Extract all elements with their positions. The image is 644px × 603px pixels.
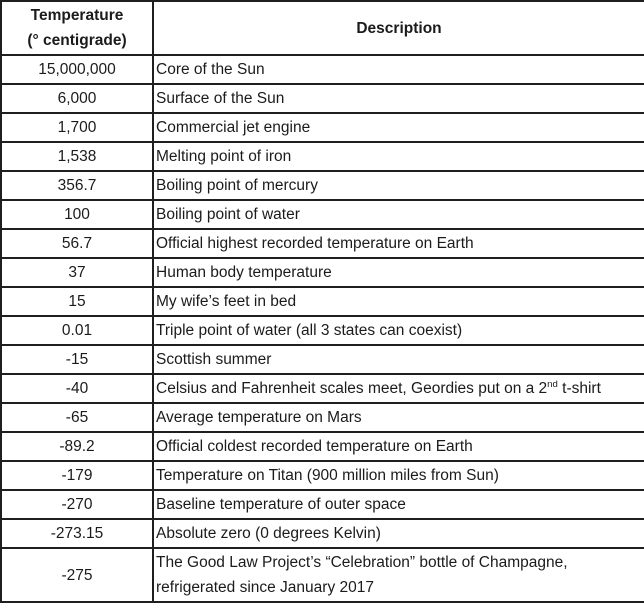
temperature-cell: 15 [0, 286, 154, 317]
table-row: 1,538 Melting point of iron [0, 141, 644, 172]
temperature-column-header: Temperature (° centigrade) [0, 0, 154, 56]
table-row: 356.7 Boiling point of mercury [0, 170, 644, 201]
temperature-cell: 0.01 [0, 315, 154, 346]
table-row: -15 Scottish summer [0, 344, 644, 375]
table-row: 100 Boiling point of water [0, 199, 644, 230]
temperature-header-line2: (° centigrade) [27, 32, 127, 49]
table-row: -65 Average temperature on Mars [0, 402, 644, 433]
table-row: 15,000,000 Core of the Sun [0, 54, 644, 85]
table-row: -275 The Good Law Project’s “Celebration… [0, 547, 644, 603]
description-cell: Commercial jet engine [152, 112, 644, 143]
description-cell: Average temperature on Mars [152, 402, 644, 433]
temperature-cell: -40 [0, 373, 154, 404]
temperature-cell: 6,000 [0, 83, 154, 114]
temperature-cell: 1,538 [0, 141, 154, 172]
table-row: -89.2 Official coldest recorded temperat… [0, 431, 644, 462]
description-cell: Official highest recorded temperature on… [152, 228, 644, 259]
description-column-header: Description [152, 0, 644, 56]
temperature-cell: -273.15 [0, 518, 154, 549]
table-row: 1,700 Commercial jet engine [0, 112, 644, 143]
temperature-cell: 356.7 [0, 170, 154, 201]
table-row: 37 Human body temperature [0, 257, 644, 288]
temperature-cell: -65 [0, 402, 154, 433]
table-row: -270 Baseline temperature of outer space [0, 489, 644, 520]
description-cell: My wife’s feet in bed [152, 286, 644, 317]
description-cell: The Good Law Project’s “Celebration” bot… [152, 547, 644, 603]
description-cell: Boiling point of mercury [152, 170, 644, 201]
table-row: 56.7 Official highest recorded temperatu… [0, 228, 644, 259]
temperature-cell: 37 [0, 257, 154, 288]
description-cell: Core of the Sun [152, 54, 644, 85]
temperature-cell: -270 [0, 489, 154, 520]
temperature-cell: 56.7 [0, 228, 154, 259]
temperature-header-line1: Temperature [30, 7, 124, 24]
description-cell: Absolute zero (0 degrees Kelvin) [152, 518, 644, 549]
temperature-cell: 1,700 [0, 112, 154, 143]
table-row: 0.01 Triple point of water (all 3 states… [0, 315, 644, 346]
table-row: 6,000 Surface of the Sun [0, 83, 644, 114]
description-cell: Baseline temperature of outer space [152, 489, 644, 520]
description-cell: Boiling point of water [152, 199, 644, 230]
temperature-cell: -275 [0, 547, 154, 603]
table-row: 15 My wife’s feet in bed [0, 286, 644, 317]
description-cell: Surface of the Sun [152, 83, 644, 114]
temperature-cell: -89.2 [0, 431, 154, 462]
table-row: -40 Celsius and Fahrenheit scales meet, … [0, 373, 644, 404]
header-row: Temperature (° centigrade) Description [0, 0, 644, 56]
description-cell: Human body temperature [152, 257, 644, 288]
temperature-cell: -15 [0, 344, 154, 375]
description-cell: Scottish summer [152, 344, 644, 375]
table-row: -179 Temperature on Titan (900 million m… [0, 460, 644, 491]
description-cell: Melting point of iron [152, 141, 644, 172]
temperature-cell: -179 [0, 460, 154, 491]
description-cell: Triple point of water (all 3 states can … [152, 315, 644, 346]
description-cell: Celsius and Fahrenheit scales meet, Geor… [152, 373, 644, 404]
temperature-cell: 100 [0, 199, 154, 230]
temperature-cell: 15,000,000 [0, 54, 154, 85]
table-row: -273.15 Absolute zero (0 degrees Kelvin) [0, 518, 644, 549]
description-cell: Official coldest recorded temperature on… [152, 431, 644, 462]
description-cell: Temperature on Titan (900 million miles … [152, 460, 644, 491]
